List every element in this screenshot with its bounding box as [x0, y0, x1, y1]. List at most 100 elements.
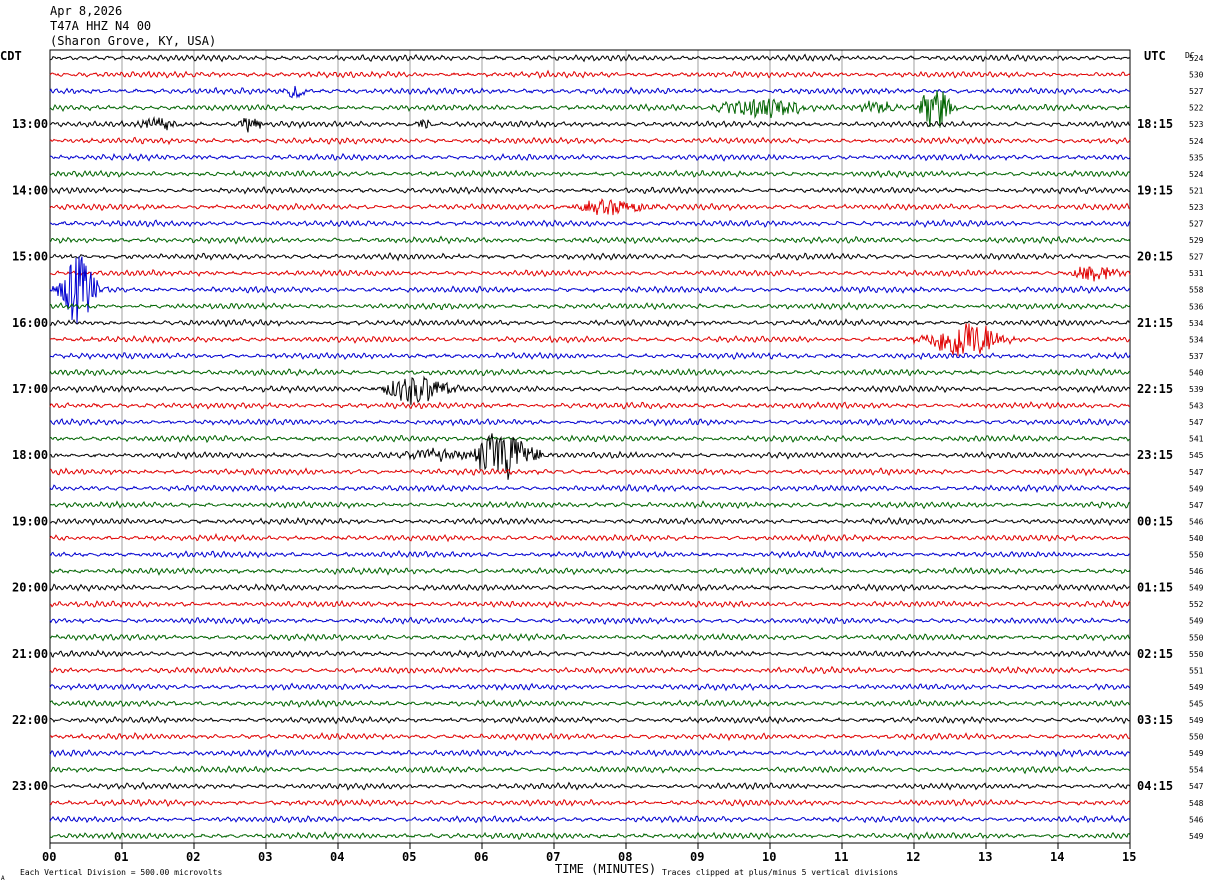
x-tick-label: 08	[618, 850, 632, 864]
trace-row	[49, 831, 1131, 841]
cdt-hour-label: 22:00	[12, 713, 48, 727]
x-tick-label: 14	[1050, 850, 1064, 864]
x-tick-label: 01	[114, 850, 128, 864]
dc-offset-labels: 524 530 527 522 523 524 535 524 521 523 527 529 527 5…	[1189, 54, 1204, 841]
trace-row	[49, 698, 1131, 708]
x-tick-label: 03	[258, 850, 272, 864]
dc-value: 540	[1189, 534, 1204, 543]
trace-row	[49, 136, 1131, 146]
trace-row	[49, 532, 1131, 543]
cdt-hour-label: 23:00	[12, 779, 48, 793]
x-tick-label: 00	[42, 850, 56, 864]
vertical-division-note: Each Vertical Division = 500.00 microvol…	[20, 868, 222, 877]
trace-row	[49, 152, 1131, 162]
trace-row	[49, 417, 1131, 427]
utc-hour-label: 03:15	[1137, 713, 1173, 727]
utc-hour-label: 02:15	[1137, 647, 1173, 661]
dc-value: 521	[1189, 186, 1204, 195]
cdt-hour-label: 20:00	[12, 581, 48, 595]
utc-hour-label: 04:15	[1137, 779, 1173, 793]
trace-row	[49, 748, 1131, 758]
trace-row	[49, 351, 1131, 361]
trace-row	[49, 632, 1131, 642]
dc-value: 549	[1189, 749, 1204, 758]
utc-hour-label: 01:15	[1137, 581, 1173, 595]
time-gridlines	[49, 50, 1131, 843]
trace-row	[49, 400, 1131, 411]
trace-row	[49, 732, 1131, 742]
helicorder-date: Apr 8,2026	[50, 4, 123, 18]
trace-row	[49, 235, 1131, 245]
dc-value: 527	[1189, 87, 1204, 96]
trace-row	[49, 256, 1131, 324]
dc-value: 523	[1189, 120, 1204, 129]
dc-value: 554	[1189, 766, 1204, 775]
dc-header: DC	[1185, 51, 1195, 60]
x-tick-label: 04	[330, 850, 344, 864]
dc-value: 547	[1189, 782, 1204, 791]
dc-value: 546	[1189, 517, 1204, 526]
dc-value: 527	[1189, 253, 1204, 262]
utc-hour-label: 00:15	[1137, 514, 1173, 528]
trace-row	[49, 116, 1131, 133]
trace-row	[49, 90, 1131, 128]
clip-note: Traces clipped at plus/minus 5 vertical …	[662, 868, 898, 877]
dc-value: 549	[1189, 832, 1204, 841]
dc-value: 527	[1189, 220, 1204, 229]
dc-value: 545	[1189, 699, 1204, 708]
trace-row	[49, 665, 1131, 675]
x-tick-label: 05	[402, 850, 416, 864]
trace-row	[49, 781, 1131, 791]
dc-value: 549	[1189, 683, 1204, 692]
cdt-hour-label: 18:00	[12, 448, 48, 462]
dc-value: 540	[1189, 368, 1204, 377]
seismic-traces	[49, 53, 1131, 841]
trace-row	[49, 715, 1131, 725]
x-tick-label: 02	[186, 850, 200, 864]
trace-row	[49, 566, 1131, 576]
left-timezone-label: CDT	[0, 49, 22, 63]
plot-frame	[49, 49, 1131, 844]
trace-row	[49, 484, 1131, 494]
minute-ticks: 00 01 02 03 04 05 06 07 08 09 10 11 12 13 14 15	[42, 843, 1136, 864]
dc-value: 535	[1189, 153, 1204, 162]
x-tick-label: 15	[1122, 850, 1136, 864]
trace-row	[49, 266, 1131, 282]
trace-row	[49, 549, 1131, 560]
dc-value: 550	[1189, 633, 1204, 642]
dc-value: 546	[1189, 567, 1204, 576]
dc-value: 545	[1189, 451, 1204, 460]
station-code: T47A HHZ N4 00	[50, 19, 152, 33]
dc-value: 534	[1189, 335, 1204, 344]
trace-row	[49, 583, 1131, 593]
dc-value: 522	[1189, 104, 1204, 113]
dc-value: 534	[1189, 319, 1204, 328]
trace-row	[49, 197, 1131, 216]
trace-row	[49, 467, 1131, 477]
utc-hour-label: 20:15	[1137, 250, 1173, 264]
trace-row	[49, 500, 1131, 510]
dc-value: 549	[1189, 617, 1204, 626]
dc-value: 537	[1189, 352, 1204, 361]
x-axis-title: TIME (MINUTES)	[555, 862, 656, 876]
trace-row	[49, 185, 1131, 195]
x-tick-label: 12	[906, 850, 920, 864]
cdt-hour-label: 15:00	[12, 250, 48, 264]
dc-value: 548	[1189, 799, 1204, 808]
trace-row	[49, 765, 1131, 775]
cdt-hour-label: 21:00	[12, 647, 48, 661]
trace-row	[49, 219, 1131, 229]
trace-row	[49, 433, 1131, 444]
dc-value: 536	[1189, 302, 1204, 311]
right-timezone-label: UTC	[1144, 49, 1166, 63]
dc-value: 524	[1189, 170, 1204, 179]
dc-value: 551	[1189, 666, 1204, 675]
dc-value: 529	[1189, 236, 1204, 245]
x-tick-label: 07	[546, 850, 560, 864]
dc-value: 558	[1189, 286, 1204, 295]
trace-row	[49, 318, 1131, 328]
trace-row	[49, 169, 1131, 179]
trace-row	[49, 682, 1131, 692]
cdt-hour-label: 16:00	[12, 316, 48, 330]
